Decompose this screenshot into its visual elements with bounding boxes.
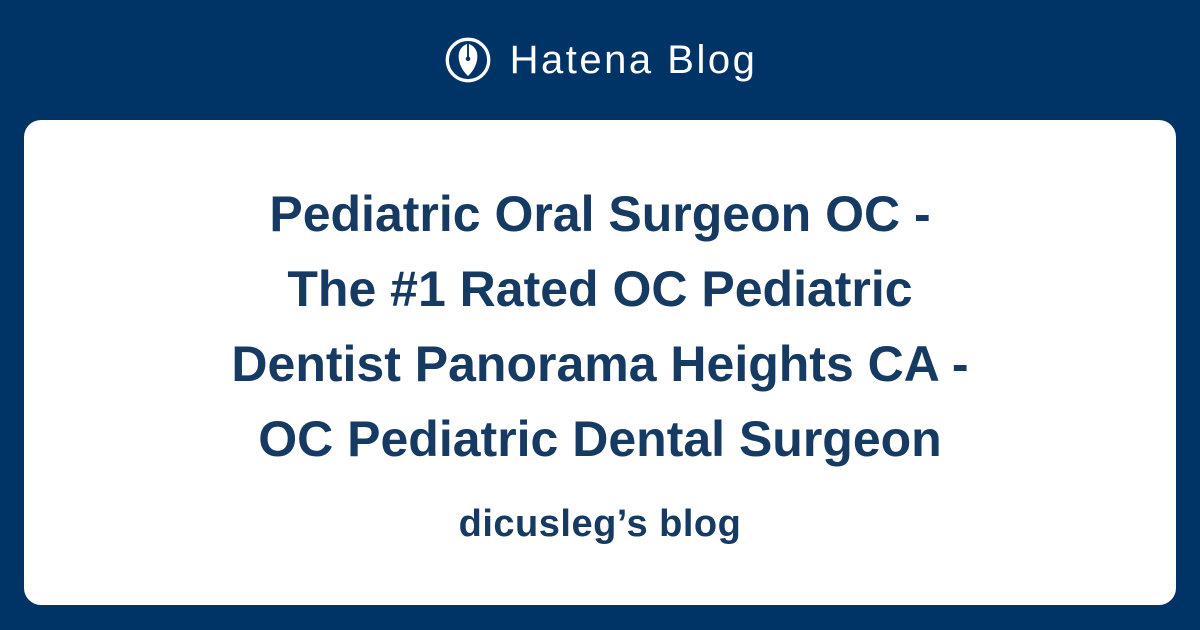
entry-title-line-3: Dentist Panorama Heights CA - (231, 336, 969, 392)
hatena-blog-logo-text: Hatena Blog (509, 37, 758, 82)
hatena-pen-nib-icon (443, 35, 493, 85)
entry-title-line-1: Pediatric Oral Surgeon OC - (269, 186, 931, 242)
content-card: Pediatric Oral Surgeon OC - The #1 Rated… (24, 120, 1176, 605)
hatena-blog-logo: Hatena Blog (0, 0, 1200, 120)
entry-title-line-4: OC Pediatric Dental Surgeon (258, 411, 942, 467)
entry-title: Pediatric Oral Surgeon OC - The #1 Rated… (231, 177, 968, 477)
blog-name: dicusleg’s blog (458, 503, 742, 545)
entry-title-line-2: The #1 Rated OC Pediatric (287, 261, 913, 317)
